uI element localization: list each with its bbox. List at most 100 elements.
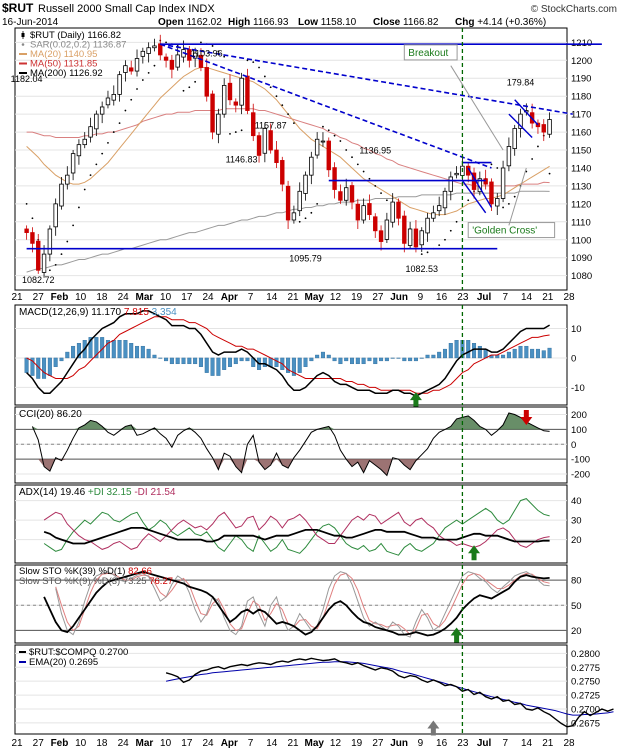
macd-histogram-bar: [105, 340, 110, 359]
macd-histogram-bar: [88, 337, 93, 359]
macd-signal-line: [26, 316, 550, 394]
price-tick-label: 1130: [571, 181, 591, 192]
x-axis-label: Feb: [51, 292, 69, 303]
ratio-legend-entry: EMA(20) 0.2695: [29, 657, 98, 668]
price-legend-entry: MA(20) 1140.95: [30, 49, 97, 60]
price-tick-label: 1190: [571, 74, 591, 85]
macd-histogram-bar: [164, 357, 169, 362]
cci-tick-label: 200: [571, 410, 587, 421]
candle-body: [378, 230, 384, 242]
macd-histogram-bar: [111, 340, 116, 359]
x-axis-label: 14: [266, 738, 278, 749]
candle-body: [343, 187, 349, 201]
candle-body: [419, 230, 424, 246]
sar-dot: [223, 55, 226, 58]
sar-dot: [293, 122, 295, 125]
annotation-label: Breakout: [408, 48, 448, 59]
cci-panel-frame: [14, 406, 568, 484]
macd-histogram-bar: [413, 357, 418, 362]
flag-line: [467, 167, 493, 208]
sar-dot: [229, 132, 231, 135]
sar-dot: [362, 170, 365, 173]
sar-dot: [246, 59, 249, 62]
sar-dot: [327, 129, 330, 132]
sar-dot: [258, 66, 260, 69]
candle-body: [506, 146, 512, 167]
annotation-label: 'Golden Cross': [472, 226, 537, 237]
x-axis-label: 27: [33, 738, 45, 749]
x-axis-label: 10: [160, 292, 172, 303]
candle-body: [129, 67, 134, 72]
candle-body: [320, 140, 326, 143]
sar-dot: [165, 41, 167, 44]
macd-histogram-bar: [30, 357, 35, 376]
candle-body: [367, 203, 372, 216]
sar-dot: [66, 240, 69, 243]
macd-histogram-bar: [262, 357, 267, 367]
trend-line: [159, 43, 492, 169]
candle-body: [500, 167, 506, 199]
cci-tick-label: 0: [571, 440, 576, 451]
macd-histogram-bar: [42, 357, 47, 379]
sar-dot: [95, 163, 98, 166]
candle-body: [384, 219, 390, 240]
sar-dot: [107, 141, 109, 144]
sar-dot: [345, 149, 348, 151]
candle-body: [204, 67, 209, 97]
header-low: Low 1158.10: [298, 17, 357, 28]
candle-body: [76, 144, 82, 157]
sar-dot: [182, 89, 185, 92]
sar-dot: [449, 229, 452, 232]
price-label: 1082.53: [405, 264, 438, 274]
x-axis-label: Jul: [477, 738, 492, 749]
candle-body: [221, 85, 227, 115]
x-axis-label: 9: [418, 292, 424, 303]
candle-body: [105, 97, 111, 106]
x-axis-label: 28: [563, 292, 575, 303]
sar-dot: [147, 71, 150, 74]
macd-histogram-bar: [431, 354, 436, 359]
sar-dot: [101, 152, 104, 155]
sar-dot: [240, 129, 243, 132]
sar-dot: [426, 251, 429, 254]
macd-histogram-bar: [315, 354, 320, 359]
candle-body: [65, 174, 70, 185]
price-tick-label: 1080: [571, 271, 592, 282]
x-axis-label: 21: [11, 738, 23, 749]
macd-histogram-bar: [355, 357, 360, 365]
candle-body: [280, 160, 285, 185]
price-tick-label: 1180: [571, 92, 591, 103]
macd-histogram-bar: [448, 343, 453, 359]
header-high: High 1166.93: [228, 17, 289, 28]
candle-body: [140, 50, 146, 57]
ratio-tick-label: 0.2775: [571, 663, 600, 674]
cci-tick-label: -100: [571, 455, 590, 466]
candle-body: [407, 228, 413, 246]
candle-body: [192, 52, 198, 59]
macd-histogram-bar: [65, 351, 70, 359]
minus-di-line: [43, 511, 550, 550]
macd-histogram-bar: [47, 357, 52, 376]
price-legend-entry: MA(200) 1126.92: [30, 68, 103, 79]
price-label: 179.84: [507, 77, 535, 87]
macd-histogram-bar: [274, 357, 279, 367]
sar-dot: [455, 220, 458, 223]
x-axis-label: 27: [372, 292, 384, 303]
price-tick-label: 1200: [571, 56, 592, 67]
candle-body: [309, 156, 314, 176]
price-tick-label: 1110: [571, 217, 591, 228]
macd-histogram-bar: [361, 357, 366, 365]
x-axis-label: 14: [266, 292, 278, 303]
candle-body: [82, 138, 87, 146]
candle-body: [123, 65, 128, 73]
header-close: Close 1166.82: [373, 17, 439, 28]
ema-line: [165, 661, 614, 716]
macd-histogram-bar: [530, 348, 535, 359]
sar-dot: [112, 131, 115, 133]
sto-legend: Slow STO %K(39) %D(1) 82.66: [19, 566, 152, 577]
candle-body: [303, 174, 308, 194]
x-axis-label: 21: [542, 738, 554, 749]
candle-body: [70, 153, 76, 174]
ratio-tick-label: 0.2750: [571, 677, 600, 688]
ratio-tick-label: 0.2675: [571, 718, 600, 729]
